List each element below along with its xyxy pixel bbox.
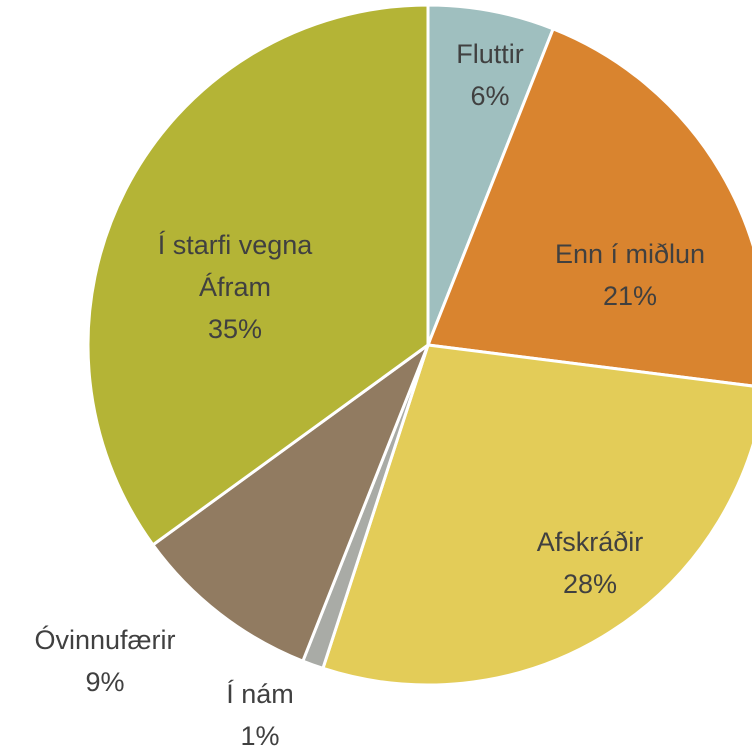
value-label: 28% [562,569,618,599]
pie-slice [150,340,432,664]
slice-label: Í starfi vegna Áfram 35% [120,224,350,350]
value-label: 6% [470,81,510,111]
pie-slice [426,3,556,346]
slice-label: Fluttir 6% [420,33,560,117]
pie-slice [86,3,430,547]
slice-label: Afskráðir 28% [480,521,700,605]
slice-label: Í nám 1% [190,673,330,755]
category-label: Afskráðir [536,527,644,557]
pie-slice [321,343,752,687]
category-label: Í starfi vegna Áfram [157,230,313,302]
category-label: Enn í miðlun [554,239,706,269]
value-label: 9% [85,667,125,697]
category-label: Fluttir [456,39,524,69]
value-label: 21% [602,281,658,311]
pie-slice [425,26,752,388]
slice-label: Enn í miðlun 21% [500,233,752,317]
category-label: Í nám [226,679,294,709]
slice-label: Óvinnufærir 9% [0,619,215,703]
value-label: 35% [207,314,263,344]
value-label: 1% [240,721,280,751]
category-label: Óvinnufærir [34,625,176,655]
